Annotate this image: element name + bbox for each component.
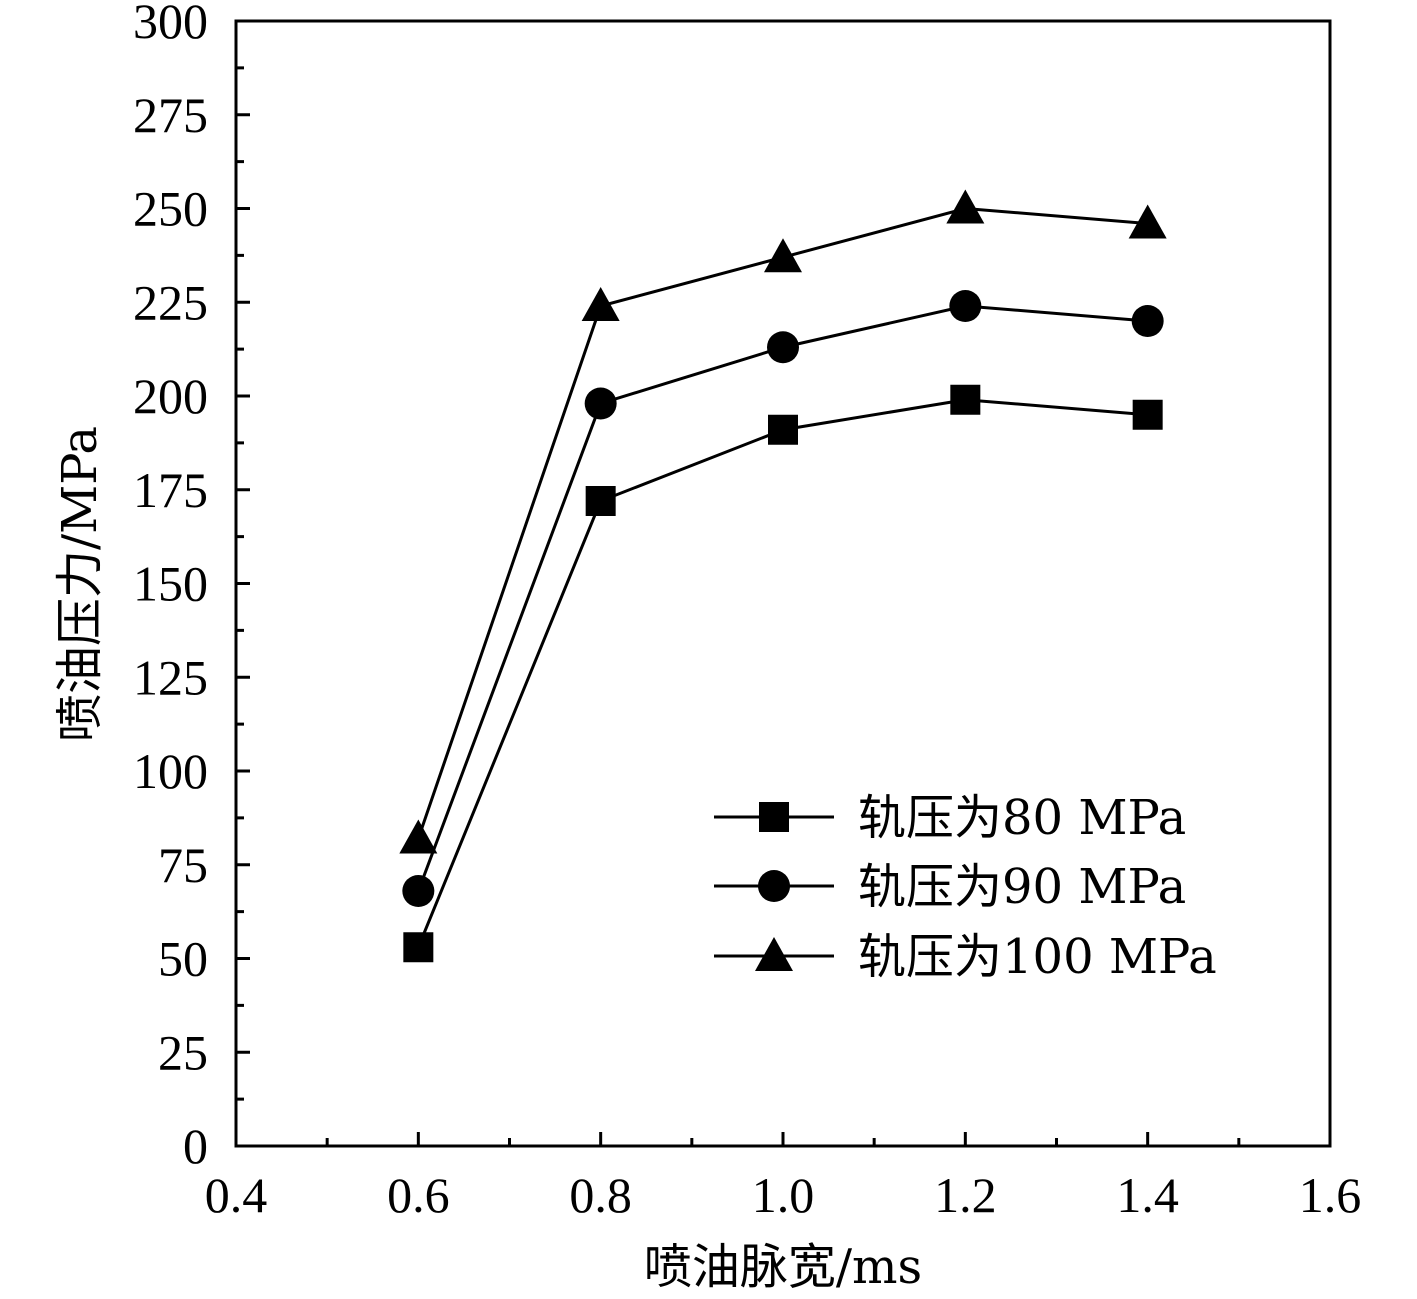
legend-label: 轨压为90 MPa — [858, 859, 1186, 915]
data-point — [767, 331, 799, 364]
y-tick-label: 125 — [133, 649, 208, 705]
y-tick-label: 0 — [183, 1118, 208, 1174]
series-circle — [402, 290, 1164, 907]
data-point — [403, 932, 434, 963]
y-tick-label: 275 — [133, 87, 208, 143]
data-point — [1132, 399, 1163, 430]
y-tick-label: 225 — [133, 274, 208, 330]
y-tick-label: 75 — [158, 837, 208, 893]
data-point — [581, 287, 620, 321]
legend-marker — [759, 802, 789, 832]
series-line — [416, 206, 1148, 839]
x-tick-label: 0.4 — [205, 1167, 268, 1223]
data-point — [764, 238, 802, 273]
legend-label: 轨压为80 MPa — [858, 790, 1186, 846]
legend-item: 轨压为90 MPa — [714, 859, 1186, 915]
legend-label: 轨压为100 MPa — [858, 929, 1217, 985]
y-axis-title: 喷油压力/MPa — [52, 426, 108, 742]
legend-item: 轨压为80 MPa — [714, 790, 1186, 846]
data-point — [949, 290, 982, 322]
legend-item: 轨压为100 MPa — [714, 929, 1217, 985]
series-square — [403, 384, 1163, 963]
y-tick-label: 300 — [133, 0, 208, 49]
x-tick-label: 0.6 — [387, 1167, 450, 1223]
legend-marker — [755, 937, 793, 971]
legend: 轨压为80 MPa 轨压为90 MPa 轨压为100 MPa — [714, 790, 1217, 985]
legend-marker — [758, 870, 790, 902]
data-point — [946, 189, 985, 224]
data-point — [950, 384, 981, 415]
series-layer — [399, 189, 1167, 963]
y-tick-label: 100 — [133, 743, 208, 799]
x-tick-label: 0.8 — [569, 1167, 632, 1223]
y-tick-label: 175 — [133, 462, 208, 518]
data-point — [399, 819, 438, 854]
y-tick-label: 250 — [133, 181, 208, 237]
x-tick-label: 1.2 — [934, 1167, 997, 1223]
data-point — [1131, 305, 1164, 337]
y-tick-label: 150 — [133, 556, 208, 612]
data-point — [585, 486, 616, 516]
series-triangle — [399, 189, 1167, 854]
axes: 0.4 0.6 0.8 1.0 1.2 1.4 1.6 0 25 50 75 100 125 150 175… — [133, 0, 1361, 1223]
x-axis-title: 喷油脉宽/ms — [644, 1239, 922, 1295]
y-tick-label: 25 — [158, 1024, 208, 1080]
data-point — [768, 414, 798, 445]
data-point — [584, 387, 617, 420]
x-tick-label: 1.4 — [1116, 1167, 1179, 1223]
data-point — [1128, 204, 1167, 239]
data-point — [402, 875, 435, 907]
x-tick-label: 1.0 — [752, 1167, 815, 1223]
y-tick-label: 50 — [158, 931, 208, 987]
y-tick-label: 200 — [133, 368, 208, 424]
x-tick-label: 1.6 — [1299, 1167, 1362, 1223]
